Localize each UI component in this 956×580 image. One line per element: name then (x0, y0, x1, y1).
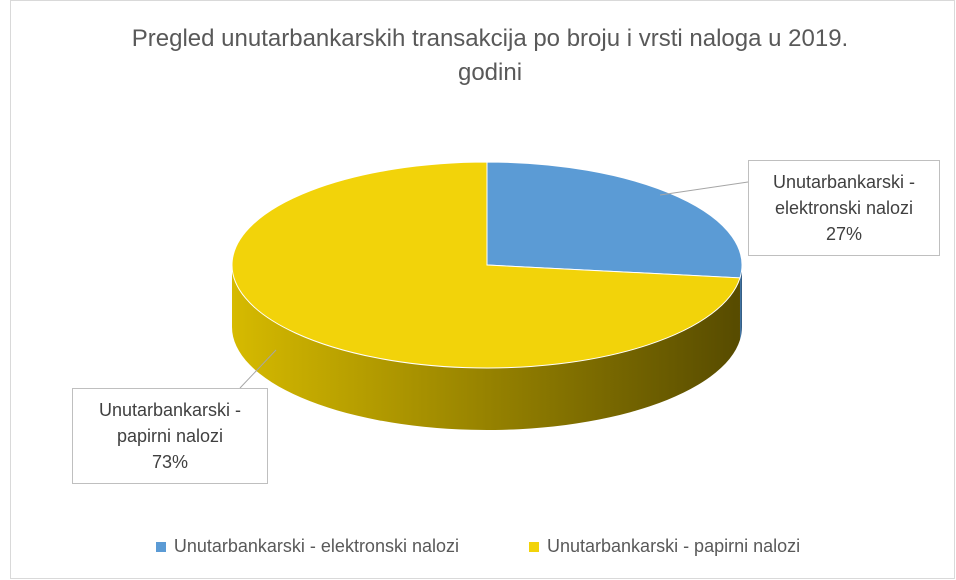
data-label: Unutarbankarski - elektronski nalozi 27% (748, 160, 940, 256)
data-label-category: Unutarbankarski - papirni nalozi (98, 400, 242, 446)
pie-side (232, 265, 740, 431)
legend-item: Unutarbankarski - elektronski nalozi (155, 536, 459, 557)
data-label: Unutarbankarski - papirni nalozi 73% (72, 388, 268, 484)
leader-line (659, 181, 749, 196)
data-label-value: 73% (151, 452, 189, 472)
leader-line (239, 349, 277, 389)
pie-side (739, 265, 742, 340)
data-label-category: Unutarbankarski - elektronski nalozi (772, 172, 916, 218)
data-label-value: 27% (825, 224, 863, 244)
legend-label: Unutarbankarski - papirni nalozi (547, 536, 801, 556)
pie-slice (231, 161, 741, 369)
legend-swatch (155, 541, 166, 552)
pie-slice (486, 161, 743, 279)
legend-label: Unutarbankarski - elektronski nalozi (173, 536, 459, 556)
chart-title: Pregled unutarbankarskih transakcija po … (131, 25, 849, 86)
legend-swatch (529, 541, 539, 552)
legend-item: Unutarbankarski - papirni nalozi (529, 536, 800, 557)
legend: Unutarbankarski - elektronski nalozi Unut… (0, 536, 956, 557)
